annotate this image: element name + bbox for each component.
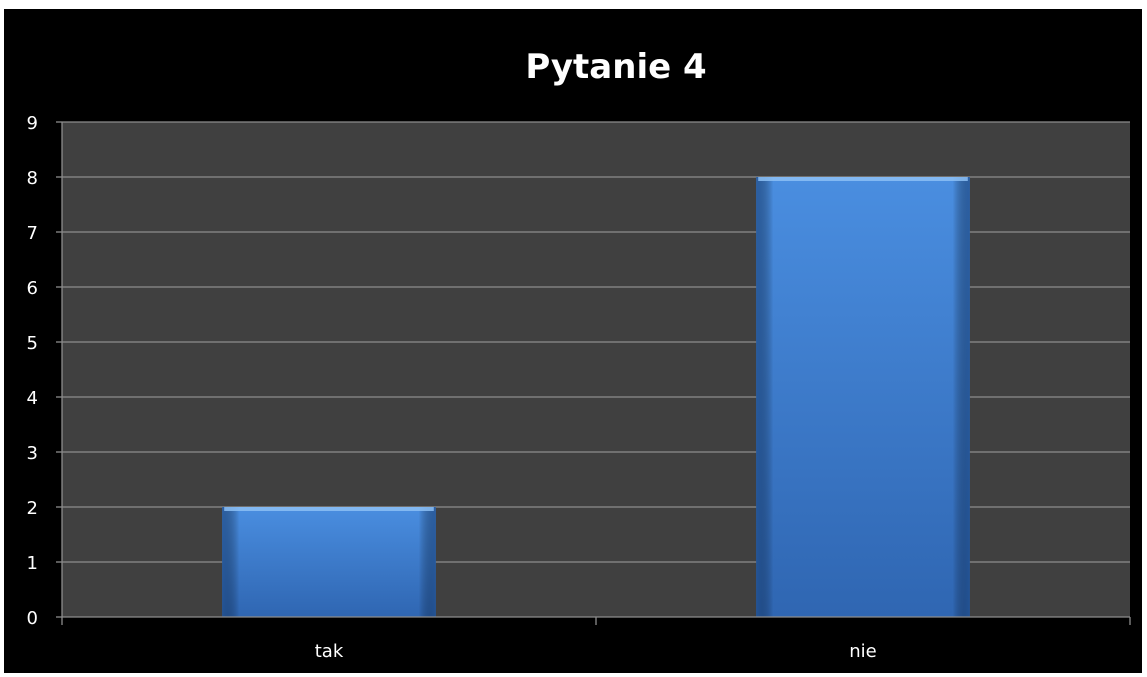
bar-edge-shade xyxy=(756,177,970,617)
bar-top-highlight xyxy=(758,177,968,181)
chart-title: Pytanie 4 xyxy=(525,47,706,87)
y-tick-label: 3 xyxy=(27,443,38,464)
x-tick-label: nie xyxy=(849,641,876,662)
x-tick-label: tak xyxy=(315,641,344,662)
y-tick-label: 9 xyxy=(27,113,38,134)
bar-edge-shade xyxy=(222,507,436,617)
bar-tak xyxy=(222,507,436,617)
y-tick-label: 6 xyxy=(27,278,38,299)
y-tick-label: 0 xyxy=(27,608,38,629)
y-tick-label: 1 xyxy=(27,553,38,574)
y-tick-label: 4 xyxy=(27,388,38,409)
axes xyxy=(56,121,1131,625)
bar-nie xyxy=(756,177,970,617)
bar-top-highlight xyxy=(224,507,434,511)
y-tick-label: 2 xyxy=(27,498,38,519)
y-tick-label: 5 xyxy=(27,333,38,354)
tick-labels: 0 1 2 3 4 5 6 7 8 9 tak nie xyxy=(27,113,877,662)
bars xyxy=(222,177,970,617)
y-tick-label: 8 xyxy=(27,168,38,189)
y-tick-label: 7 xyxy=(27,223,38,244)
